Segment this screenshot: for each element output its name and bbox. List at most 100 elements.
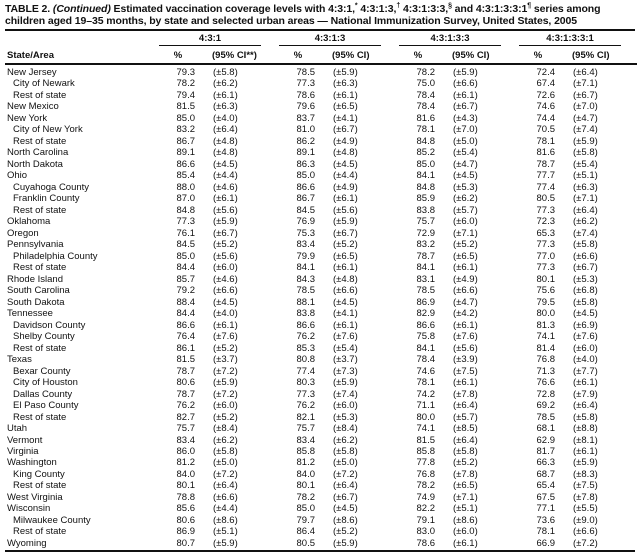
ci-cell: (±6.1) (453, 377, 478, 389)
pct-cell: 83.2 (176, 124, 196, 136)
ci-cell: (±4.3) (453, 112, 478, 124)
ci-cell: (±6.4) (333, 480, 358, 492)
table-body: New Jersey 79.3 (±5.8) 78.5 (±5.9) 78.2 (±5.9)… (5, 64, 637, 549)
ci-cell: (±6.6) (213, 285, 238, 297)
table-row: North Carolina 89.1 (±4.8) 89.1 (±4.8) 85.2 (±… (5, 147, 637, 158)
state-area-cell: Virginia (7, 445, 39, 457)
ci-cell: (±4.8) (213, 147, 238, 159)
pct-cell: 72.6 (536, 89, 556, 101)
ci-cell: (±7.4) (573, 227, 598, 239)
ci-cell: (±5.9) (213, 537, 238, 549)
ci-cell: (±4.6) (213, 181, 238, 193)
ci-cell: (±8.1) (573, 434, 598, 446)
ci-cell: (±7.2) (213, 388, 238, 400)
ci-cell: (±7.0) (573, 101, 598, 113)
ci-cell: (±6.2) (213, 78, 238, 90)
ci-cell: (±4.8) (333, 147, 358, 159)
table-row: Rest of state 79.4 (±6.1) 78.6 (±6.1) 78.4 (±6… (5, 90, 637, 101)
state-area-cell: Pennsylvania (7, 239, 64, 251)
ci-cell: (±7.1) (453, 227, 478, 239)
state-area-cell: New Jersey (7, 67, 57, 78)
state-area-cell: Tennessee (7, 308, 53, 320)
ci-cell: (±4.9) (333, 181, 358, 193)
pct-cell: 82.9 (416, 308, 436, 320)
ci-cell: (±5.2) (213, 411, 238, 423)
pct-cell: 72.4 (536, 67, 556, 78)
pct-cell: 85.0 (296, 170, 316, 182)
pct-cell: 81.6 (416, 112, 436, 124)
ci-cell: (±4.5) (333, 296, 358, 308)
pct-cell: 85.8 (416, 445, 436, 457)
pct-cell: 65.3 (536, 227, 556, 239)
table-row: Rest of state 84.8 (±5.6) 84.5 (±5.6) 83.8 (±5… (5, 205, 637, 216)
table-row: Milwaukee County 80.6 (±8.6) 79.7 (±8.6) 79.1… (5, 515, 637, 526)
pct-cell: 85.6 (176, 503, 196, 515)
ci-cell: (±6.5) (453, 250, 478, 262)
ci-cell: (±5.2) (333, 526, 358, 538)
pct-cell: 84.3 (296, 273, 316, 285)
ci-cell: (±4.4) (333, 170, 358, 182)
pct-cell: 72.3 (536, 216, 556, 228)
pct-cell: 76.9 (296, 216, 316, 228)
ci-cell: (±7.3) (333, 365, 358, 377)
table-bottom-rule (5, 550, 635, 553)
col-group-4-3-1-3-label: 4:3:1:3 (279, 33, 381, 46)
ci-cell: (±6.6) (333, 285, 358, 297)
pct-cell: 66.9 (536, 537, 556, 549)
col-group-4-3-1-3-3: 4:3:1:3:3 (397, 31, 517, 46)
pct-cell: 84.0 (296, 468, 316, 480)
ci-cell: (±6.2) (333, 434, 358, 446)
state-area-cell: Rest of state (13, 135, 67, 147)
pct-header-4: % (517, 46, 564, 65)
ci-cell: (±5.9) (573, 457, 598, 469)
state-area-cell: New Mexico (7, 101, 59, 113)
pct-cell: 84.4 (176, 262, 196, 274)
state-area-cell: Rest of state (13, 526, 67, 538)
pct-cell: 85.9 (416, 193, 436, 205)
ci-cell: (±5.3) (573, 273, 598, 285)
pct-cell: 78.5 (536, 411, 556, 423)
pct-cell: 77.1 (536, 503, 556, 515)
table-row: Ohio 85.4 (±4.4) 85.0 (±4.4) 84.1 (±4.5) 77.7 (±… (5, 170, 637, 181)
state-area-header: State/Area (5, 31, 157, 65)
title-text-3: 4:3:1:3:3, (400, 3, 449, 15)
pct-cell: 78.1 (416, 124, 436, 136)
ci-cell: (±4.2) (453, 308, 478, 320)
pct-cell: 78.5 (296, 285, 316, 297)
pct-cell: 78.2 (416, 480, 436, 492)
table-row: Franklin County 87.0 (±6.1) 86.7 (±6.1) 85.9 (… (5, 193, 637, 204)
table-row: Shelby County 76.4 (±7.6) 76.2 (±7.6) 75.8 (±7… (5, 331, 637, 342)
ci-cell: (±4.5) (333, 503, 358, 515)
state-area-cell: North Dakota (7, 158, 63, 170)
state-area-cell: Rhode Island (7, 273, 63, 285)
ci-cell: (±6.1) (213, 193, 238, 205)
state-area-cell: Texas (7, 354, 32, 366)
pct-cell: 83.2 (416, 239, 436, 251)
pct-cell: 62.9 (536, 434, 556, 446)
ci-cell: (±5.7) (453, 204, 478, 216)
ci-cell: (±4.9) (333, 135, 358, 147)
ci-cell: (±7.1) (453, 491, 478, 503)
ci-cell: (±5.9) (333, 216, 358, 228)
table-row: Pennsylvania 84.5 (±5.2) 83.4 (±5.2) 83.2 (±5.… (5, 239, 637, 250)
ci-cell: (±7.6) (453, 331, 478, 343)
col-group-4-3-1-3-3-label: 4:3:1:3:3 (399, 33, 502, 46)
ci-cell: (±5.8) (213, 67, 238, 78)
pct-cell: 77.3 (176, 216, 196, 228)
footnote-marker-section: § (448, 2, 452, 10)
state-area-cell: Rest of state (13, 262, 67, 274)
ci-cell: (±5.2) (213, 239, 238, 251)
ci-cell: (±5.0) (213, 457, 238, 469)
pct-cell: 76.1 (176, 227, 196, 239)
pct-cell: 78.7 (176, 365, 196, 377)
ci-cell: (±5.9) (213, 216, 238, 228)
ci-cell: (±7.5) (453, 365, 478, 377)
pct-cell: 68.1 (536, 423, 556, 435)
ci-cell: (±5.6) (213, 204, 238, 216)
ci-cell: (±9.0) (573, 514, 598, 526)
state-area-cell: South Dakota (7, 296, 65, 308)
pct-cell: 83.4 (296, 434, 316, 446)
state-area-cell: Vermont (7, 434, 43, 446)
table-header: State/Area 4:3:1 4:3:1:3 4:3:1:3:3 4:3:1… (5, 31, 638, 65)
pct-cell: 86.2 (296, 135, 316, 147)
